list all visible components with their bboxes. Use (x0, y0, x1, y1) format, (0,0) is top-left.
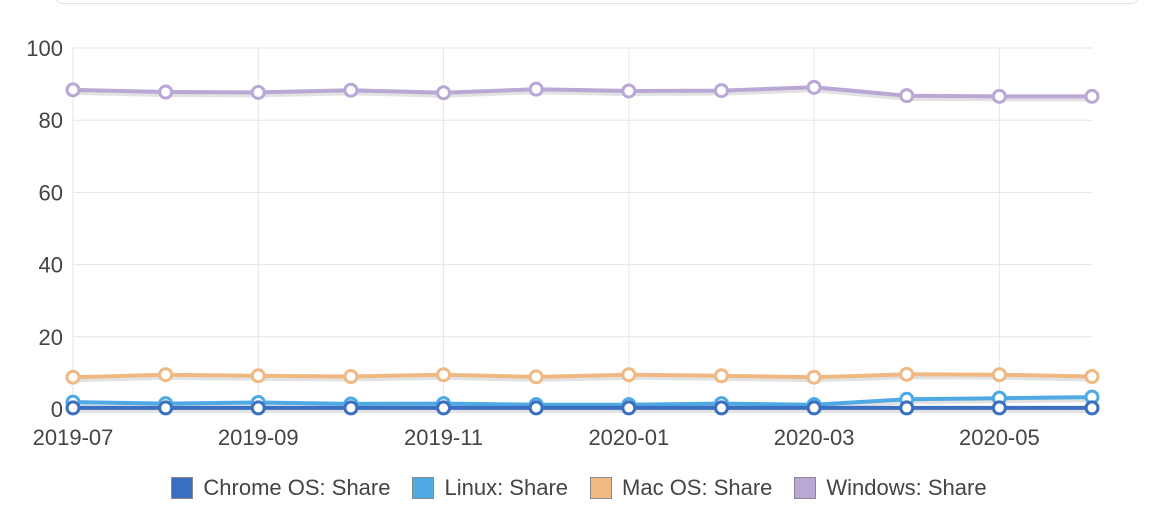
series-shadow (72, 88, 1092, 102)
data-point[interactable] (991, 88, 1007, 104)
x-tick-label: 2019-11 (404, 425, 483, 450)
data-point[interactable] (713, 400, 729, 416)
y-tick-label: 0 (51, 397, 63, 422)
data-point[interactable] (65, 369, 81, 385)
data-point[interactable] (621, 367, 637, 383)
data-point[interactable] (65, 82, 81, 98)
legend-item[interactable]: Windows: Share (794, 475, 987, 501)
legend: Chrome OS: Share Linux: Share Mac OS: Shar… (0, 470, 1158, 506)
data-point[interactable] (343, 82, 359, 98)
data-point[interactable] (158, 400, 174, 416)
data-point[interactable] (436, 367, 452, 383)
data-point[interactable] (1084, 400, 1100, 416)
series-group (65, 79, 1100, 416)
x-tick-label: 2019-09 (218, 425, 299, 450)
x-tick-label: 2019-07 (33, 425, 114, 450)
x-axis-ticks: 2019-07 2019-09 2019-11 2020-01 2020-03 2020-… (33, 425, 1040, 450)
legend-item[interactable]: Chrome OS: Share (171, 475, 390, 501)
y-tick-label: 20 (39, 325, 63, 350)
data-point[interactable] (713, 368, 729, 384)
data-point[interactable] (899, 88, 915, 104)
series-line (72, 395, 1093, 407)
x-tick-label: 2020-03 (774, 425, 855, 450)
data-point[interactable] (899, 366, 915, 382)
legend-label: Mac OS: Share (622, 475, 773, 500)
legend-swatch (412, 477, 435, 499)
data-point[interactable] (621, 83, 637, 99)
legend-label: Windows: Share (826, 475, 987, 500)
data-point[interactable] (528, 81, 544, 97)
y-tick-label: 80 (39, 108, 63, 133)
data-point[interactable] (436, 85, 452, 101)
legend-swatch (794, 477, 817, 499)
data-point[interactable] (713, 83, 729, 99)
series-line (72, 85, 1092, 99)
data-point[interactable] (806, 369, 822, 385)
y-tick-label: 40 (39, 253, 63, 278)
data-point[interactable] (621, 400, 637, 416)
legend-swatch (171, 477, 194, 499)
series-line (72, 372, 1093, 380)
data-point[interactable] (1084, 88, 1100, 104)
data-point[interactable] (65, 400, 81, 416)
data-point[interactable] (806, 79, 822, 95)
y-axis-ticks: 0 20 40 60 80 100 (26, 36, 63, 422)
legend-item[interactable]: Linux: Share (412, 475, 568, 501)
legend-label: Chrome OS: Share (203, 475, 391, 500)
data-point[interactable] (436, 400, 452, 416)
data-point[interactable] (343, 369, 359, 385)
x-tick-label: 2020-05 (959, 425, 1040, 450)
data-point[interactable] (250, 84, 266, 100)
data-point[interactable] (991, 400, 1007, 416)
series-shadow (72, 375, 1093, 383)
data-point[interactable] (991, 367, 1007, 383)
data-point[interactable] (343, 400, 359, 416)
line-chart: 0 20 40 60 80 100 2019-07 2019-09 2019-11 2020-0… (26, 36, 1100, 450)
legend-label: Linux: Share (444, 475, 569, 500)
data-point[interactable] (250, 400, 266, 416)
y-tick-label: 60 (39, 180, 63, 205)
data-point[interactable] (158, 84, 174, 100)
y-tick-label: 100 (26, 36, 63, 61)
data-point[interactable] (899, 400, 915, 416)
legend-item[interactable]: Mac OS: Share (590, 475, 772, 501)
data-point[interactable] (250, 368, 266, 384)
data-point[interactable] (528, 400, 544, 416)
grid-lines (72, 47, 1092, 410)
data-point[interactable] (158, 367, 174, 383)
data-point[interactable] (528, 369, 544, 385)
data-point[interactable] (1084, 369, 1100, 385)
legend-swatch (590, 477, 613, 499)
data-point[interactable] (806, 400, 822, 416)
x-tick-label: 2020-01 (588, 425, 669, 450)
